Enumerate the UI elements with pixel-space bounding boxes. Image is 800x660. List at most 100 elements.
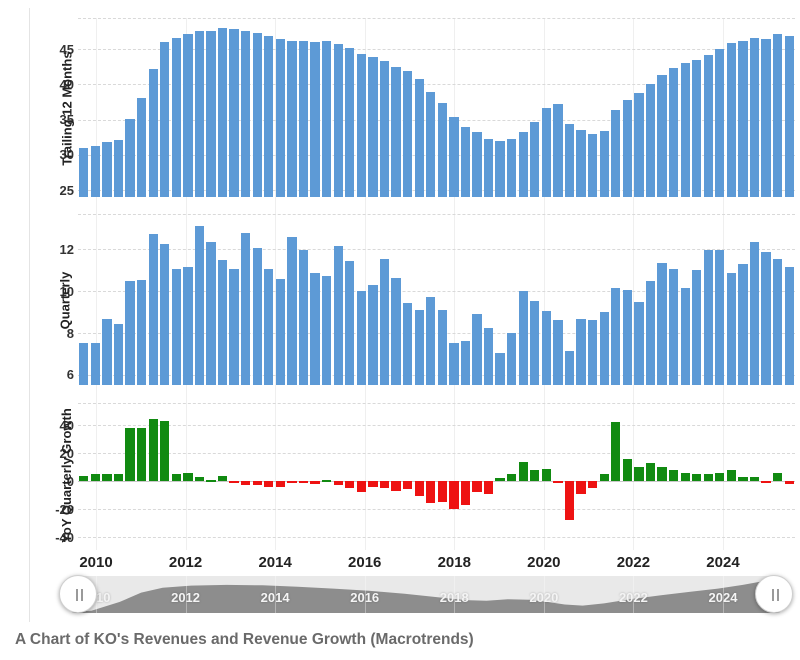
quarterly-bar[interactable] [483,327,494,385]
quarterly-bar[interactable] [726,273,737,385]
quarterly-bar[interactable] [136,280,147,385]
quarterly-bar[interactable] [264,269,274,385]
ttm-bar[interactable] [611,109,621,197]
quarterly-bar[interactable] [287,237,297,385]
quarterly-bar[interactable] [333,245,343,385]
quarterly-bar[interactable] [703,249,713,385]
ttm-bar[interactable] [217,27,228,197]
ttm-bar[interactable] [206,30,216,197]
growth-bar[interactable] [229,481,239,484]
ttm-bar[interactable] [136,97,147,197]
growth-bar[interactable] [275,481,286,487]
quarterly-bar[interactable] [749,241,760,385]
ttm-bar[interactable] [530,122,540,197]
growth-bar[interactable] [79,475,89,482]
ttm-bar[interactable] [749,38,760,197]
ttm-bar[interactable] [784,35,794,197]
quarterly-bar[interactable] [738,263,748,385]
growth-bar[interactable] [264,481,274,487]
growth-bar[interactable] [460,481,471,505]
growth-bar[interactable] [553,481,563,484]
growth-bar[interactable] [611,422,621,482]
ttm-bar[interactable] [657,75,667,197]
growth-bar[interactable] [495,478,505,482]
ttm-bar[interactable] [564,124,575,197]
ttm-bar[interactable] [229,28,239,197]
growth-bar[interactable] [599,474,609,482]
ttm-bar[interactable] [298,40,309,197]
quarterly-bar[interactable] [356,291,366,385]
quarterly-bar[interactable] [530,301,540,385]
ttm-bar[interactable] [402,70,413,197]
ttm-bar[interactable] [553,104,563,197]
ttm-bar[interactable] [576,130,586,197]
growth-bar[interactable] [634,467,644,482]
growth-bar[interactable] [391,481,401,491]
quarterly-bar[interactable] [507,332,517,385]
growth-bar[interactable] [576,481,586,494]
growth-bar[interactable] [761,481,771,484]
ttm-bar[interactable] [148,68,158,197]
growth-bar[interactable] [668,469,679,482]
growth-bar[interactable] [749,476,760,482]
quarterly-bar[interactable] [495,352,505,385]
quarterly-bar[interactable] [634,302,644,385]
growth-bar[interactable] [622,458,632,482]
growth-bar[interactable] [171,474,181,482]
quarterly-bar[interactable] [391,277,401,385]
ttm-bar[interactable] [472,132,482,197]
growth-bar[interactable] [90,474,101,482]
growth-bar[interactable] [322,479,332,482]
quarterly-bar[interactable] [761,252,771,385]
growth-bar[interactable] [472,481,482,493]
growth-bar[interactable] [541,468,552,482]
quarterly-bar[interactable] [472,313,482,385]
quarterly-bar[interactable] [183,267,193,385]
quarterly-bar[interactable] [668,268,679,385]
ttm-bar[interactable] [483,138,494,197]
ttm-bar[interactable] [183,33,193,197]
ttm-bar[interactable] [275,39,286,197]
ttm-bar[interactable] [310,42,320,197]
quarterly-bar[interactable] [298,249,309,385]
growth-bar[interactable] [252,481,262,486]
quarterly-bar[interactable] [576,319,586,385]
growth-bar[interactable] [298,481,309,484]
quarterly-bar[interactable] [252,248,262,385]
ttm-bar[interactable] [680,63,690,197]
quarterly-bar[interactable] [773,258,783,385]
quarterly-bar[interactable] [692,270,702,385]
quarterly-bar[interactable] [79,343,89,385]
growth-bar[interactable] [483,481,494,494]
quarterly-bar[interactable] [599,311,609,385]
ttm-bar[interactable] [391,66,401,197]
growth-bar[interactable] [113,474,124,482]
growth-bar[interactable] [449,481,459,510]
quarterly-bar[interactable] [90,342,101,385]
ttm-bar[interactable] [125,118,135,197]
growth-bar[interactable] [402,481,413,490]
quarterly-bar[interactable] [518,291,528,385]
ttm-bar[interactable] [773,34,783,197]
ttm-bar[interactable] [333,44,343,197]
ttm-bar[interactable] [79,147,89,197]
quarterly-bar[interactable] [160,243,170,385]
ttm-bar[interactable] [495,141,505,197]
quarterly-bar[interactable] [194,226,205,385]
growth-bar[interactable] [564,481,575,521]
growth-bar[interactable] [148,419,158,482]
growth-bar[interactable] [518,461,528,482]
ttm-bar[interactable] [90,145,101,197]
quarterly-bar[interactable] [379,258,390,385]
navigator-left-handle[interactable] [59,575,97,613]
ttm-bar[interactable] [160,42,170,197]
quarterly-bar[interactable] [275,278,286,385]
ttm-bar[interactable] [368,56,378,197]
quarterly-bar[interactable] [449,343,459,385]
ttm-bar[interactable] [102,142,112,197]
navigator-right-handle[interactable] [755,575,793,613]
ttm-bar[interactable] [507,138,517,197]
growth-bar[interactable] [657,467,667,482]
growth-bar[interactable] [368,481,378,487]
growth-bar[interactable] [241,481,251,486]
